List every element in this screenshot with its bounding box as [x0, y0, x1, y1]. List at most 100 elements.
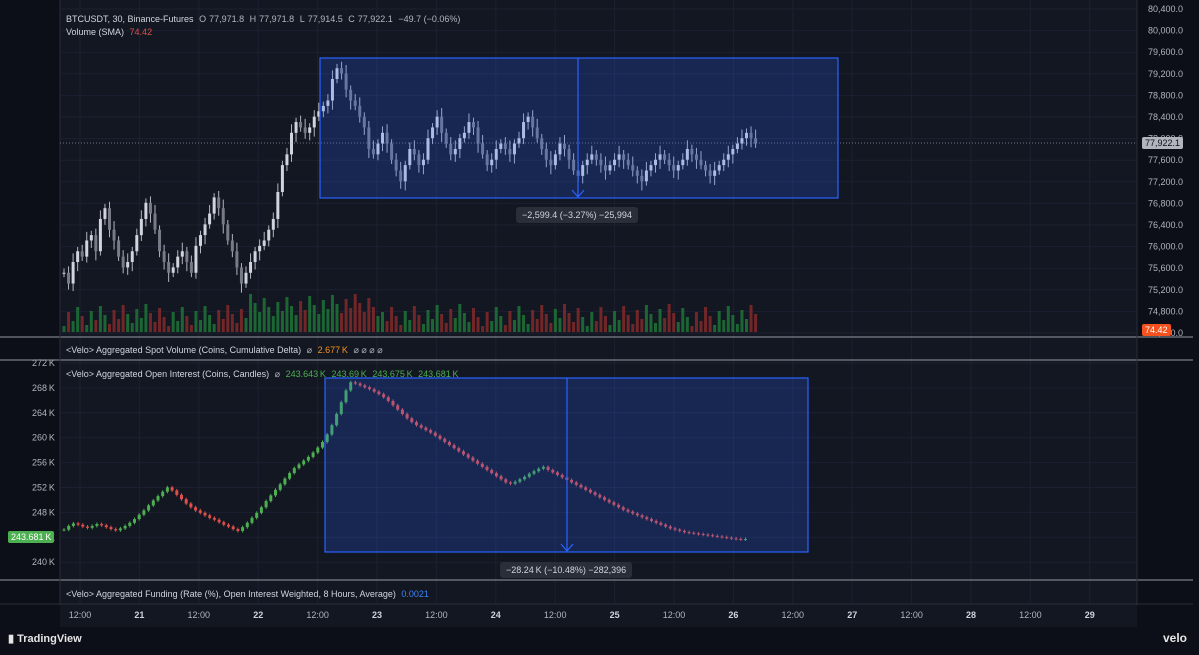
price-candle-body	[94, 235, 98, 252]
price-candle-body	[431, 127, 435, 139]
low-value: 77,914.5	[307, 14, 343, 24]
price-candle-body	[722, 159, 726, 166]
volume-bar	[603, 316, 607, 332]
price-candle-body	[203, 224, 207, 236]
volume-bar	[235, 323, 239, 332]
volume-bar	[285, 297, 289, 332]
price-candle-body	[608, 165, 612, 171]
oi-value-high: 243.69 K	[331, 369, 367, 379]
oi-candle-body	[598, 494, 602, 498]
volume-bar	[503, 325, 507, 332]
price-candle-body	[708, 170, 712, 176]
price-candle-body	[121, 256, 125, 268]
price-candle-body	[376, 143, 380, 155]
price-candle-body	[126, 262, 130, 268]
price-candle-body	[349, 89, 353, 101]
volume-bar	[658, 309, 662, 332]
volume-bar	[499, 316, 503, 332]
volume-bar	[681, 308, 685, 332]
volume-bar	[617, 320, 621, 332]
oi-axis-tick: 252 K	[32, 483, 55, 493]
oi-candle-body	[212, 517, 216, 520]
spot-volume-header: <Velo> Aggregated Spot Volume (Coins, Cu…	[66, 345, 386, 356]
volume-bar	[526, 324, 530, 332]
oi-candle-body	[490, 469, 494, 474]
volume-bar	[421, 324, 425, 332]
tradingview-logo[interactable]: ▮ TradingView	[8, 633, 82, 645]
volume-bar	[590, 312, 594, 332]
oi-candle-body	[513, 481, 517, 484]
volume-bar	[390, 307, 394, 332]
price-candle-body	[640, 175, 644, 182]
price-candle-body	[704, 165, 708, 171]
volume-bar	[103, 315, 107, 332]
volume-bar	[494, 307, 498, 332]
volume-bar	[244, 318, 248, 332]
oi-last-tag: 243.681 K	[8, 531, 55, 543]
price-candle-body	[472, 122, 475, 128]
volume-bar	[330, 295, 334, 332]
volume-bar	[253, 303, 257, 332]
price-candle-body	[399, 170, 403, 182]
close-value: 77,922.1	[357, 14, 393, 24]
price-candle-body	[226, 224, 230, 241]
volume-bar	[704, 307, 708, 332]
oi-candle-body	[241, 527, 245, 531]
oi-candle-body	[147, 505, 151, 511]
volume-bar	[180, 307, 184, 332]
price-candle-body	[67, 272, 71, 284]
price-candle-body	[754, 138, 758, 144]
volume-bar	[335, 304, 339, 332]
oi-candle-body	[151, 500, 155, 506]
volume-bar	[444, 323, 448, 332]
oi-candle-body	[607, 499, 611, 503]
price-candle-body	[80, 251, 84, 257]
price-candle-body	[235, 251, 239, 268]
price-candle-body	[676, 165, 680, 171]
oi-candle-body	[729, 537, 733, 539]
funding-value: 0.0021	[401, 589, 429, 599]
volume-bar	[62, 326, 66, 332]
oi-candle-body	[339, 402, 343, 414]
oi-candle-body	[715, 535, 719, 537]
funding-label: <Velo> Aggregated Funding (Rate (%), Ope…	[66, 589, 396, 599]
volume-bar	[185, 316, 189, 332]
oi-candle-body	[640, 515, 644, 518]
volume-bar	[613, 311, 617, 332]
oi-candle-body	[306, 456, 310, 461]
price-candle-body	[531, 116, 535, 128]
price-candle-body	[381, 132, 384, 144]
time-axis-tick: 12:00	[900, 610, 923, 620]
volume-bar	[189, 325, 193, 332]
oi-candle-body	[391, 400, 395, 406]
price-candle-body	[276, 192, 280, 219]
volume-bar	[135, 309, 139, 332]
volume-bar	[435, 305, 439, 332]
time-axis-tick: 21	[134, 610, 144, 620]
price-candle-body	[317, 111, 321, 117]
volume-bar	[144, 304, 148, 332]
volume-bar	[221, 319, 225, 332]
price-candle-body	[585, 159, 589, 166]
price-candle-body	[335, 68, 339, 79]
volume-bar	[581, 317, 585, 332]
oi-candle-body	[90, 525, 94, 528]
volume-bar	[462, 313, 466, 332]
oi-value-low: 243.675 K	[372, 369, 413, 379]
volume-bar	[176, 321, 180, 332]
last-price-tag: 77,922.1	[1142, 137, 1184, 149]
plot-background	[60, 0, 1137, 627]
oi-candle-body	[321, 441, 324, 448]
price-candle-body	[403, 165, 407, 182]
oi-candle-body	[682, 530, 686, 533]
oi-candle-body	[546, 466, 550, 470]
change-value: −49.7 (−0.06%)	[398, 14, 461, 24]
volume-bar	[312, 305, 316, 332]
oi-candle-body	[156, 496, 160, 501]
price-candle-body	[731, 148, 735, 155]
price-candle-body	[371, 148, 375, 155]
volume-bar	[148, 313, 152, 332]
volume-bar	[367, 298, 371, 332]
